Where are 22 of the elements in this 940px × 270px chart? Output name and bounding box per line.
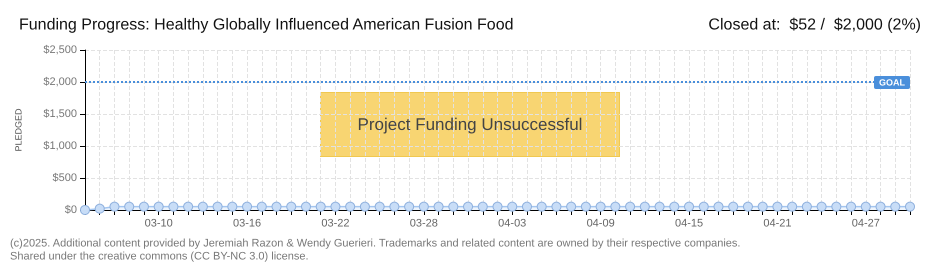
y-tick-label: $1,000 xyxy=(43,140,77,152)
x-tick-label: 04-03 xyxy=(498,218,526,230)
y-tick-label: $1,500 xyxy=(43,108,77,120)
x-tick-label: 04-27 xyxy=(852,218,880,230)
x-tick-label: 04-15 xyxy=(674,218,704,230)
x-tick-label: 03-10 xyxy=(144,218,173,230)
x-tick-label: 03-16 xyxy=(232,218,262,230)
x-tick-label: 03-28 xyxy=(410,218,438,230)
ref-line-label: GOAL xyxy=(879,78,906,88)
y-tick-label: $0 xyxy=(64,204,77,216)
text: (c)2025. Additional content provided by Jeremiah Razon & Wendy Guerieri. Trademarks and related content are owned by their respective companies. xyxy=(10,238,740,250)
y-tick-label: $2,000 xyxy=(43,76,77,88)
y-tick-label: $500 xyxy=(52,172,77,184)
chart-subtitle: Closed at: $52 / $2,000 (2%) xyxy=(708,16,922,34)
x-tick-label: 04-21 xyxy=(763,218,792,230)
y-axis-title: PLEDGED xyxy=(14,108,24,152)
text: Shared under the creative commons (CC BY-NC 3.0) license. xyxy=(10,250,309,262)
x-tick-label: 03-22 xyxy=(321,218,350,230)
chart-title: Funding Progress: Healthy Globally Influenced American Fusion Food xyxy=(19,16,514,34)
y-tick-label: $2,500 xyxy=(43,44,77,56)
annotation: Project Funding Unsuccessful xyxy=(358,115,582,134)
x-tick-label: 04-09 xyxy=(586,218,615,230)
